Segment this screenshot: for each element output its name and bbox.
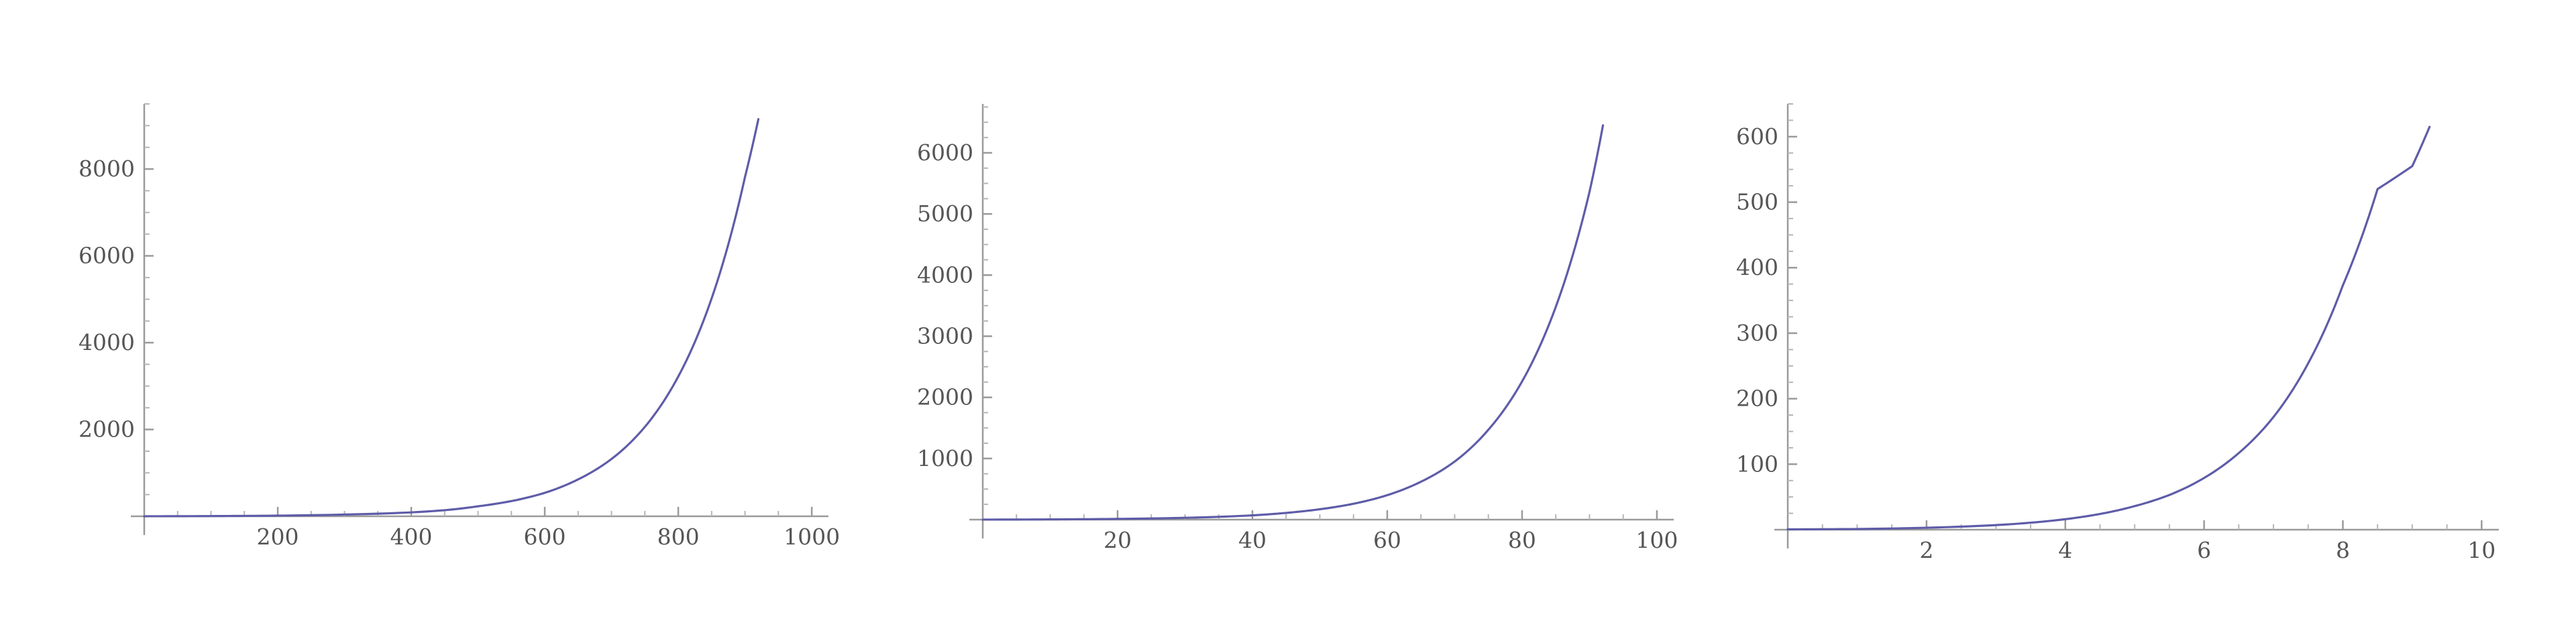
y-tick-label: 4000	[78, 329, 135, 355]
y-tick-label: 500	[1736, 189, 1778, 215]
y-tick-label: 6000	[917, 139, 973, 166]
y-tick-label: 2000	[917, 384, 973, 410]
y-tick-label: 4000	[917, 261, 973, 288]
x-tick-label: 6	[2197, 537, 2211, 563]
series-line	[1786, 125, 2431, 531]
y-tick-label: 200	[1736, 386, 1778, 412]
x-tick-label: 600	[524, 524, 566, 550]
y-tick-label: 600	[1736, 123, 1778, 150]
x-tick-label: 200	[257, 524, 299, 550]
y-tick-label: 1000	[917, 445, 973, 471]
chart-panel-2: 20 40 60 80 100 1000 2000 3000 4000 5000 6000	[917, 104, 1678, 553]
y-tick-label: 8000	[78, 156, 135, 182]
series-line	[981, 124, 1605, 521]
series-line	[143, 118, 760, 518]
y-tick-label: 100	[1736, 451, 1778, 477]
chart-panel-1: 200 400 600 800 1000 2000 4000 6000 8000	[78, 103, 840, 550]
y-tick-label: 3000	[917, 323, 973, 349]
chart-panel-3: 2 4 6 8 10 100 200 300 400 500 600	[1736, 103, 2499, 563]
x-tick-label: 100	[1635, 527, 1678, 553]
y-tick-label: 2000	[78, 416, 135, 443]
x-tick-label: 80	[1508, 527, 1536, 553]
y-tick-label: 400	[1736, 254, 1778, 280]
x-tick-label: 2	[1919, 537, 1933, 563]
x-tick-label: 400	[390, 524, 433, 550]
y-tick-label: 300	[1736, 320, 1778, 346]
x-tick-label: 60	[1373, 527, 1401, 553]
x-tick-label: 1000	[784, 524, 840, 550]
x-tick-label: 40	[1238, 527, 1267, 553]
x-tick-label: 800	[657, 524, 700, 550]
x-tick-label: 10	[2467, 537, 2496, 563]
x-tick-label: 20	[1104, 527, 1132, 553]
y-tick-label: 6000	[78, 243, 135, 269]
x-tick-label: 8	[2336, 537, 2350, 563]
y-tick-label: 5000	[917, 200, 973, 227]
x-tick-label: 4	[2058, 537, 2072, 563]
